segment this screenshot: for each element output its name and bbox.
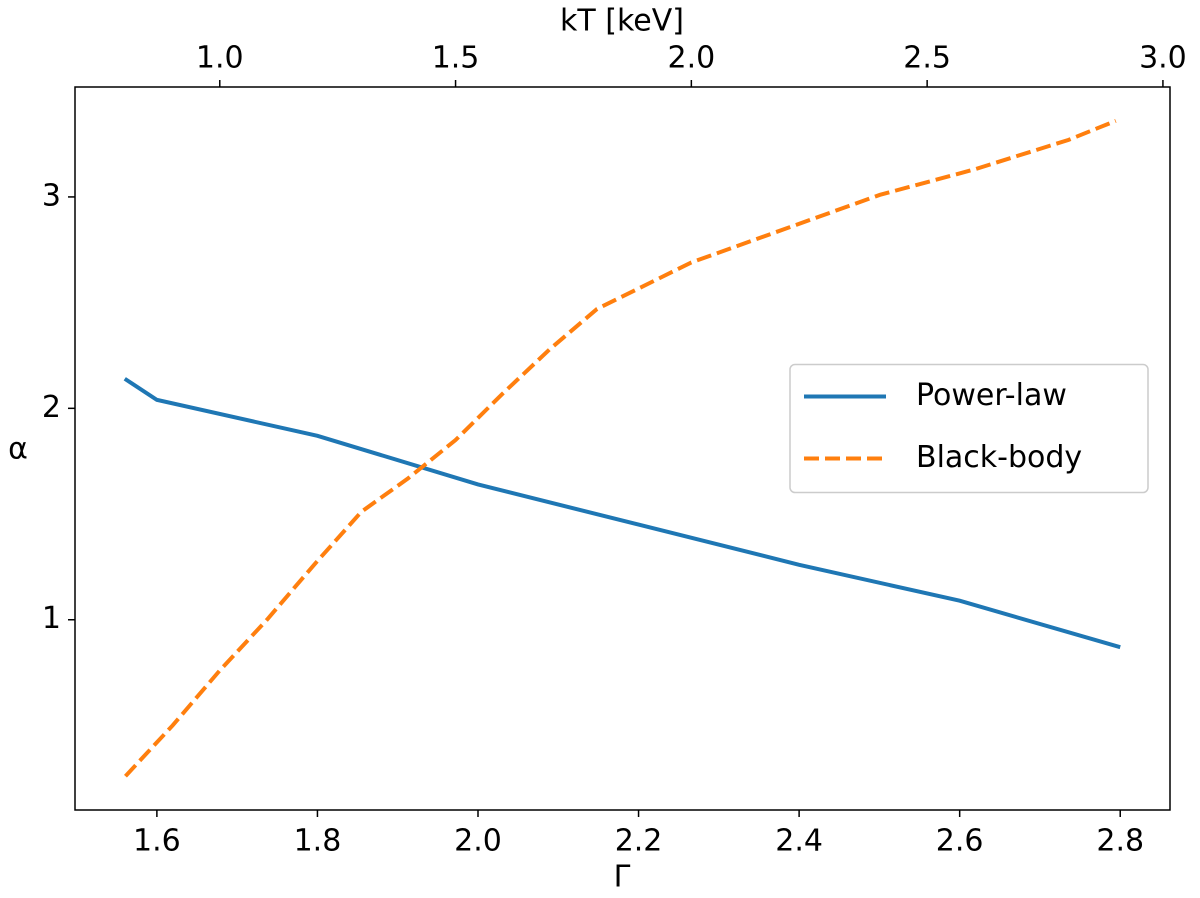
y-axis-label: α	[8, 432, 28, 467]
series-line	[123, 377, 1121, 650]
x-tick-label: 1.6	[133, 824, 181, 859]
x-tick-label: 2.0	[454, 824, 502, 859]
plot-frame	[74, 86, 1171, 811]
legend-label: Black-body	[916, 440, 1082, 475]
x2-tick-label: 2.0	[667, 41, 715, 76]
x2-tick-label: 2.5	[903, 41, 951, 76]
x-tick-label: 2.8	[1096, 824, 1144, 859]
y-tick-label: 1	[42, 601, 61, 636]
x-axis-label: Γ	[614, 860, 631, 895]
y-tick-label: 3	[42, 178, 61, 213]
series-line	[123, 118, 1117, 778]
x-tick-label: 2.6	[936, 824, 984, 859]
legend: Power-law Black-body	[789, 363, 1149, 494]
y-tick-label: 2	[42, 390, 61, 425]
legend-label: Power-law	[916, 378, 1067, 413]
x2-tick-label: 3.0	[1139, 41, 1187, 76]
x-tick-label: 2.4	[775, 824, 823, 859]
x2-tick-label: 1.5	[432, 41, 480, 76]
x-tick-label: 2.2	[615, 824, 663, 859]
x2-tick-label: 1.0	[196, 41, 244, 76]
x-tick-label: 1.8	[294, 824, 342, 859]
x2-axis-label: kT [keV]	[560, 4, 684, 39]
